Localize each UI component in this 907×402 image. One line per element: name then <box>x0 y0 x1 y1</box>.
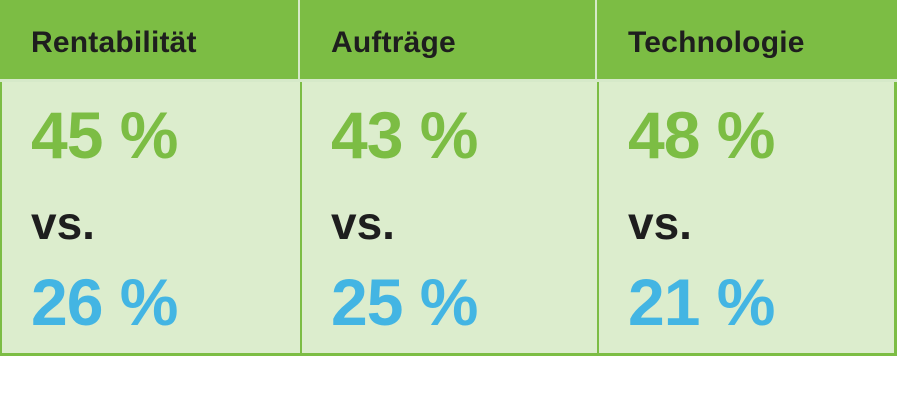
comparison-grid: Rentabilität 45 % vs. 26 % Aufträge 43 %… <box>0 0 897 356</box>
column-body: 43 % vs. 25 % <box>300 82 597 356</box>
column-title: Technologie <box>628 26 805 59</box>
secondary-percentage: 26 % <box>31 265 178 339</box>
primary-percentage: 48 % <box>628 98 775 172</box>
column-header: Aufträge <box>300 0 597 82</box>
column-body: 48 % vs. 21 % <box>597 82 897 356</box>
column-header: Rentabilität <box>0 0 300 82</box>
column-title: Rentabilität <box>31 26 197 59</box>
versus-label: vs. <box>628 197 692 249</box>
secondary-percentage: 21 % <box>628 265 775 339</box>
primary-percentage: 45 % <box>31 98 178 172</box>
column-body: 45 % vs. 26 % <box>0 82 300 356</box>
versus-label: vs. <box>331 197 395 249</box>
column-header: Technologie <box>597 0 897 82</box>
primary-percentage: 43 % <box>331 98 478 172</box>
column-technologie: Technologie 48 % vs. 21 % <box>597 0 897 356</box>
column-title: Aufträge <box>331 26 456 59</box>
column-auftraege: Aufträge 43 % vs. 25 % <box>300 0 597 356</box>
secondary-percentage: 25 % <box>331 265 478 339</box>
column-rentabilitaet: Rentabilität 45 % vs. 26 % <box>0 0 300 356</box>
versus-label: vs. <box>31 197 95 249</box>
